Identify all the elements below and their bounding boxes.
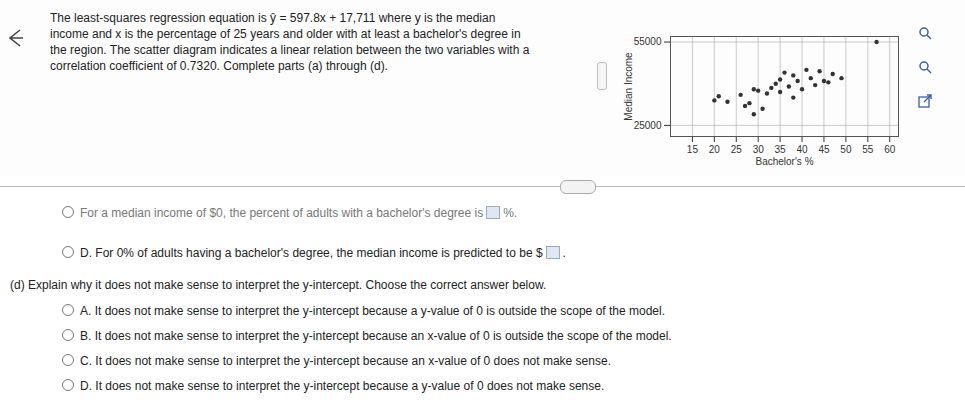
html-text:(d) Explain why it does not ma: (d) Explain why it does not make sense t… <box>10 278 547 292</box>
svg-text:25000: 25000 <box>634 120 662 131</box>
html-text:correlation coefficient of 0.7: correlation coefficient of 0.7320. Compl… <box>50 59 388 73</box>
svg-text:25: 25 <box>731 144 743 155</box>
html-text:C. It does not make sense to i: C. It does not make sense to interpret t… <box>80 354 611 368</box>
svg-text:Median Income: Median Income <box>623 52 634 121</box>
html-text:D. It does not make sense to i: D. It does not make sense to interpret t… <box>80 379 605 393</box>
html-text:The least-squares regression e: The least-squares regression equation is… <box>50 11 496 25</box>
svg-text:20: 20 <box>709 144 721 155</box>
svg-text:Bachelor's %: Bachelor's % <box>755 156 813 167</box>
svg-text:30: 30 <box>753 144 765 155</box>
svg-text:15: 15 <box>687 144 699 155</box>
svg-text:35: 35 <box>775 144 787 155</box>
html-text:For a median income of $0, the: For a median income of $0, the percent o… <box>80 206 484 220</box>
html-text:B. It does not make sense to i: B. It does not make sense to interpret t… <box>80 329 672 343</box>
svg-text:60: 60 <box>884 144 896 155</box>
svg-text:50: 50 <box>840 144 852 155</box>
svg-text:55: 55 <box>862 144 874 155</box>
svg-text:55000: 55000 <box>634 36 662 47</box>
html-text:income and x is the percentage: income and x is the percentage of 25 yea… <box>50 27 521 41</box>
svg-text:40: 40 <box>796 144 808 155</box>
html-text:A. It does not make sense to i: A. It does not make sense to interpret t… <box>80 304 665 318</box>
html-text:the region. The scatter diagra: the region. The scatter diagram indicate… <box>50 43 530 57</box>
svg-text:45: 45 <box>818 144 830 155</box>
html-text:D. For 0% of adults having a b: D. For 0% of adults having a bachelor's … <box>80 246 543 260</box>
